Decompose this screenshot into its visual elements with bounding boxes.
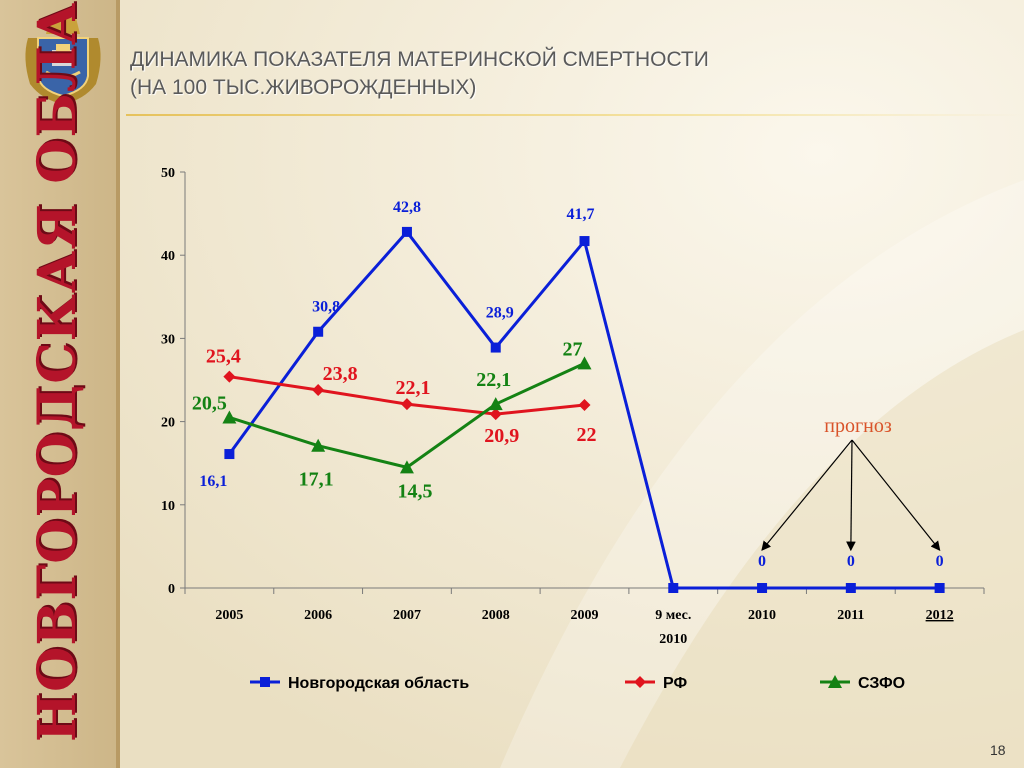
data-label: 16,1: [199, 473, 227, 490]
data-label: 23,8: [323, 363, 358, 385]
y-tick-label: 20: [161, 416, 175, 431]
x-tick-label: 2007: [393, 608, 421, 623]
y-tick-label: 0: [168, 582, 175, 597]
x-tick-label: 2006: [304, 608, 332, 623]
title-underline: [126, 114, 1024, 116]
forecast-arrow: [851, 439, 941, 551]
chart-axes: 0 10 20 30 40 50 2005 2006 2007 2008 2009 9 мес. 201…: [161, 166, 985, 647]
data-point-square: [401, 226, 412, 237]
data-point-square: [668, 583, 679, 593]
data-label: 25,4: [206, 346, 241, 368]
data-point-square: [260, 677, 270, 687]
legend-label: Новгородская область: [288, 675, 469, 692]
x-tick-label: 2005: [215, 608, 243, 623]
data-label: 0: [758, 553, 766, 570]
data-label: 22: [577, 424, 597, 446]
data-label: 20,5: [192, 392, 227, 414]
data-point-square: [934, 583, 945, 593]
slide-title: ДИНАМИКА ПОКАЗАТЕЛЯ МАТЕРИНСКОЙ СМЕРТНОС…: [130, 46, 709, 102]
y-tick-label: 30: [161, 332, 175, 347]
x-tick-label: 2010: [659, 632, 687, 647]
data-point-diamond: [634, 676, 646, 688]
y-tick-label: 10: [161, 499, 175, 514]
x-tick-label: 2011: [837, 608, 864, 623]
data-point-square: [757, 583, 768, 593]
legend-label: РФ: [663, 675, 687, 692]
data-label: 14,5: [397, 480, 432, 502]
forecast-label: прогноз: [824, 415, 892, 437]
data-label: 27: [563, 338, 583, 360]
chart-data-labels: 16,1 30,8 42,8 28,9 41,7 0 0 0 25,4 23,8 22,1 20,9 2…: [192, 199, 944, 570]
data-point-square: [224, 449, 235, 460]
forecast-arrow: [761, 439, 853, 551]
data-point-triangle: [488, 397, 503, 411]
data-label: 22,1: [395, 377, 430, 399]
data-label: 0: [847, 553, 855, 570]
x-tick-label: 2010: [748, 608, 776, 623]
data-label: 0: [936, 553, 944, 570]
data-point-triangle: [577, 356, 592, 370]
chart-legend: Новгородская область РФ СЗФО: [250, 675, 905, 692]
legend-label: СЗФО: [858, 675, 905, 692]
data-label: 22,1: [476, 369, 511, 391]
coat-of-arms-icon: [25, 12, 101, 104]
data-point-triangle: [828, 675, 842, 688]
data-point-triangle: [311, 438, 326, 452]
data-label: 17,1: [299, 469, 334, 491]
data-point-triangle: [399, 460, 414, 474]
data-label: 42,8: [393, 199, 421, 216]
data-point-square: [845, 583, 856, 593]
data-point-diamond: [578, 398, 591, 411]
data-point-diamond: [223, 370, 236, 383]
title-line-2: (НА 100 ТЫС.ЖИВОРОЖДЕННЫХ): [130, 76, 477, 99]
x-tick-label: 2012: [926, 608, 954, 623]
x-tick-label: 9 мес.: [655, 608, 691, 623]
title-line-1: ДИНАМИКА ПОКАЗАТЕЛЯ МАТЕРИНСКОЙ СМЕРТНОС…: [130, 48, 709, 71]
chart-series: [222, 226, 945, 593]
data-point-diamond: [400, 398, 413, 411]
x-tick-label: 2008: [482, 608, 510, 623]
data-point-square: [313, 326, 324, 337]
data-point-square: [579, 236, 590, 247]
forecast-annotation: прогноз: [761, 415, 941, 552]
data-point-diamond: [312, 383, 325, 396]
y-tick-label: 50: [161, 166, 175, 181]
data-label: 41,7: [567, 206, 595, 223]
data-label: 30,8: [312, 299, 340, 316]
data-point-diamond: [489, 408, 502, 421]
data-label: 28,9: [486, 305, 514, 322]
page-number: 18: [990, 742, 1006, 758]
data-point-square: [490, 342, 501, 353]
x-tick-label: 2009: [571, 608, 599, 623]
sidebar: [0, 0, 116, 768]
data-label: 20,9: [484, 425, 519, 447]
forecast-arrow: [846, 439, 856, 552]
y-tick-label: 40: [161, 249, 175, 264]
sidebar-divider: [116, 0, 120, 768]
data-point-triangle: [222, 410, 237, 424]
